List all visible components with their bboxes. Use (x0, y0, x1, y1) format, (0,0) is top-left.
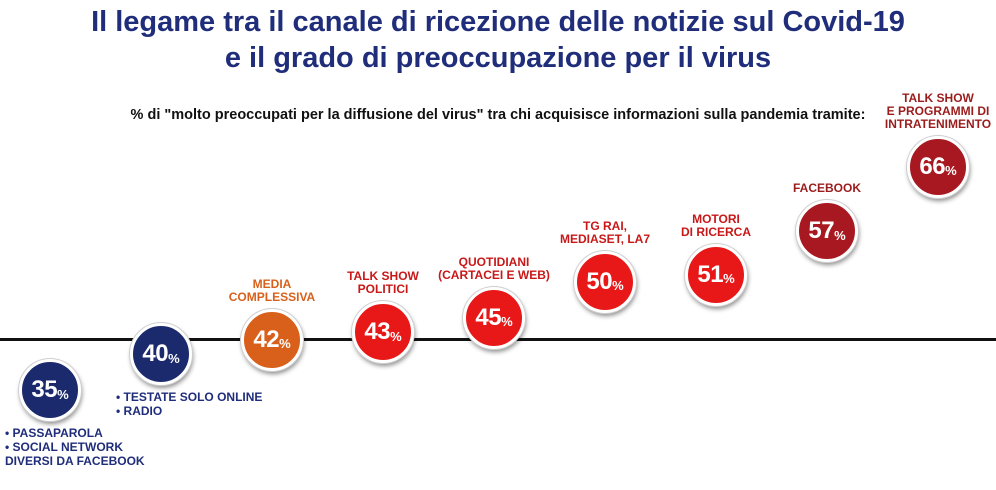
bubble-label: TG RAI, MEDIASET, LA7 (559, 218, 651, 246)
bubble-value: 45 (475, 303, 502, 331)
bubble-label: • TESTATE SOLO ONLINE • RADIO (116, 390, 263, 418)
bubble-35: 35% (19, 359, 81, 422)
bubble-value: 43 (364, 318, 391, 346)
chart-title-line-2: e il grado di preoccupazione per il viru… (224, 42, 772, 74)
chart-subtitle: % di "molto preoccupati per la diffusion… (130, 107, 866, 123)
bubble-40: 40% (130, 323, 192, 385)
bubble-42: 42% (241, 308, 303, 371)
bubble-value: 42 (253, 325, 280, 353)
bubble-66: 66% (907, 135, 969, 198)
bubble-43: 43% (352, 301, 414, 364)
bubble-unit: % (612, 278, 624, 294)
bubble-value: 66 (919, 152, 946, 180)
chart-title: Il legame tra il canale di ricezione del… (0, 4, 996, 76)
bubble-label: TALK SHOW POLITICI (347, 269, 419, 297)
bubble-51: 51% (685, 243, 747, 306)
bubble-45: 45% (463, 286, 525, 349)
bubble-value: 40 (142, 340, 169, 367)
bubble-unit: % (501, 314, 513, 330)
bubble-value: 57 (808, 217, 835, 245)
bubble-57: 57% (796, 200, 858, 263)
bubble-label: QUOTIDIANI (CARTACEI E WEB) (438, 254, 550, 282)
bubble-unit: % (723, 271, 735, 287)
chart-title-line-1: Il legame tra il canale di ricezione del… (91, 6, 905, 38)
bubble-label: FACEBOOK (792, 181, 862, 196)
bubble-50: 50% (574, 250, 636, 313)
bubble-unit: % (945, 163, 957, 179)
bubble-label: TALK SHOW E PROGRAMMI DI INTRATENIMENTO (884, 90, 992, 131)
bubble-label: MOTORI DI RICERCA (680, 211, 752, 239)
bubble-unit: % (390, 328, 402, 344)
bubble-unit: % (279, 336, 291, 352)
bubble-unit: % (168, 350, 180, 366)
bubble-label: • PASSAPAROLA • SOCIAL NETWORK DIVERSI D… (5, 426, 145, 469)
bubble-unit: % (834, 227, 846, 243)
bubble-unit: % (57, 386, 69, 402)
bubble-value: 50 (586, 267, 613, 295)
bubble-value: 51 (697, 260, 724, 288)
bubble-label: MEDIA COMPLESSIVA (228, 276, 316, 304)
bubble-value: 35 (31, 376, 58, 404)
